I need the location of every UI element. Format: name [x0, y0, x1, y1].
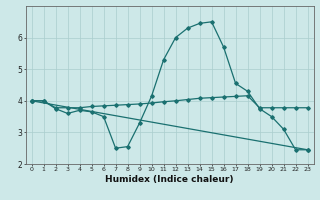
X-axis label: Humidex (Indice chaleur): Humidex (Indice chaleur) — [105, 175, 234, 184]
